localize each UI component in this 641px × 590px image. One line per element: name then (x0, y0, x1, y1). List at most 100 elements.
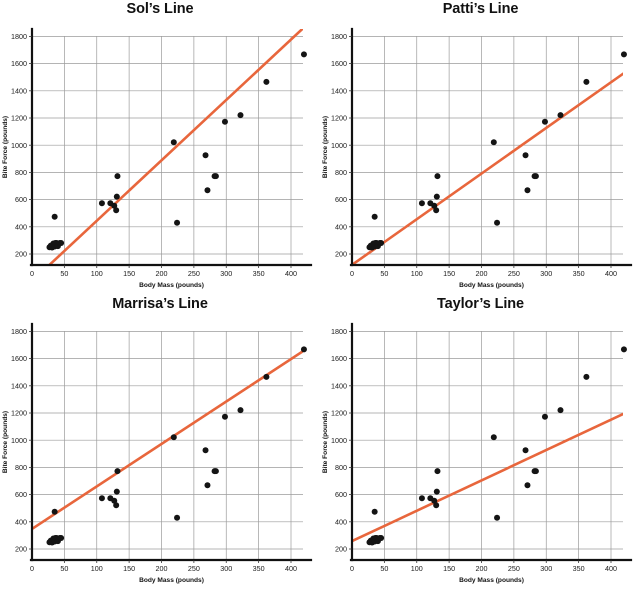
y-tick-label: 1200 (11, 409, 27, 418)
x-axis-label: Body Mass (pounds) (459, 577, 524, 584)
data-point (212, 468, 219, 475)
data-point (378, 239, 385, 246)
y-tick-label: 800 (15, 463, 27, 472)
y-tick-label: 1800 (331, 32, 347, 41)
y-tick-label: 1800 (331, 327, 347, 336)
y-tick-label: 1000 (331, 436, 347, 445)
data-point (434, 173, 441, 180)
x-tick-label: 200 (156, 269, 168, 278)
y-tick-label: 1400 (331, 381, 347, 390)
x-tick-label: 100 (411, 564, 423, 573)
x-tick-label: 50 (60, 564, 68, 573)
plot-area: 200 400 600 800 1000 1200 1400 1600 1800 0 50 100 15… (322, 322, 633, 584)
data-point (111, 202, 118, 209)
y-tick-label: 200 (335, 250, 347, 259)
y-tick-label: 1200 (11, 114, 27, 123)
chart-panel-1: Sol’s Line 200 400 600 800 1000 1200 1400 1600 18… (0, 0, 320, 295)
chart-title: Sol’s Line (126, 1, 194, 17)
x-tick-label: 100 (411, 269, 423, 278)
data-point (114, 173, 121, 180)
data-point (174, 219, 181, 226)
data-point (431, 202, 438, 209)
y-tick-label: 1000 (331, 141, 347, 150)
y-tick-label: 600 (15, 490, 27, 499)
data-point (263, 78, 270, 85)
data-point (300, 346, 307, 353)
data-points (366, 51, 627, 251)
y-tick-label: 400 (15, 517, 27, 526)
data-point (170, 434, 177, 441)
data-point (371, 508, 378, 515)
data-point (263, 373, 270, 380)
data-point (490, 434, 497, 441)
data-point (583, 373, 590, 380)
y-tick-label: 400 (335, 517, 347, 526)
y-tick-label: 200 (335, 545, 347, 554)
y-tick-label: 1600 (11, 59, 27, 68)
x-tick-label: 0 (350, 269, 354, 278)
data-point (212, 173, 219, 180)
data-point (418, 200, 425, 207)
x-tick-label: 300 (540, 564, 552, 573)
x-tick-label: 250 (508, 564, 520, 573)
y-axis-label: Bite Force (pounds) (322, 116, 329, 178)
x-tick-label: 200 (156, 564, 168, 573)
data-point (204, 187, 211, 194)
data-points (366, 346, 627, 546)
y-axis-label: Bite Force (pounds) (322, 411, 329, 473)
chart-panel-2: Patti’s Line 200 400 600 800 1000 1200 1400 1600… (320, 0, 641, 295)
x-tick-label: 0 (30, 564, 34, 573)
x-tick-label: 250 (188, 269, 200, 278)
x-tick-label: 300 (220, 564, 232, 573)
data-point (524, 187, 531, 194)
x-tick-label: 150 (443, 564, 455, 573)
data-point (431, 497, 438, 504)
x-tick-label: 50 (380, 564, 388, 573)
data-point (113, 193, 120, 200)
data-point (170, 139, 177, 146)
data-point (433, 193, 440, 200)
x-tick-label: 400 (285, 269, 297, 278)
data-point (418, 495, 425, 502)
data-point (113, 207, 120, 214)
y-tick-label: 800 (15, 168, 27, 177)
data-point (494, 514, 501, 521)
trend-line (47, 29, 303, 265)
x-axis-label: Body Mass (pounds) (139, 282, 204, 289)
data-point (113, 488, 120, 495)
data-point (221, 413, 228, 420)
data-point (221, 118, 228, 125)
data-point (522, 447, 529, 454)
data-point (524, 482, 531, 489)
x-tick-label: 400 (605, 564, 617, 573)
data-point (237, 112, 244, 119)
x-tick-label: 100 (91, 269, 103, 278)
chart-panel-4: Taylor’s Line 200 400 600 800 1000 1200 1400 160… (320, 295, 641, 590)
data-point (620, 51, 627, 58)
data-point (583, 78, 590, 85)
x-tick-label: 350 (253, 564, 265, 573)
y-tick-label: 800 (335, 168, 347, 177)
plot-area: 200 400 600 800 1000 1200 1400 1600 1800 0 50 100 15… (322, 27, 633, 289)
data-point (51, 213, 58, 220)
x-tick-label: 200 (476, 564, 488, 573)
y-tick-label: 400 (335, 222, 347, 231)
data-point (433, 502, 440, 509)
x-tick-label: 350 (253, 269, 265, 278)
x-axis-label: Body Mass (pounds) (459, 282, 524, 289)
y-tick-label: 200 (15, 250, 27, 259)
x-tick-label: 350 (573, 269, 585, 278)
x-tick-label: 50 (60, 269, 68, 278)
data-point (532, 468, 539, 475)
y-tick-label: 1000 (11, 436, 27, 445)
trend-line (32, 349, 303, 530)
x-tick-label: 350 (573, 564, 585, 573)
data-point (204, 482, 211, 489)
data-point (490, 139, 497, 146)
x-tick-label: 0 (30, 269, 34, 278)
y-axis-label: Bite Force (pounds) (2, 411, 9, 473)
data-point (557, 112, 564, 119)
x-tick-label: 250 (508, 269, 520, 278)
x-tick-label: 150 (123, 269, 135, 278)
